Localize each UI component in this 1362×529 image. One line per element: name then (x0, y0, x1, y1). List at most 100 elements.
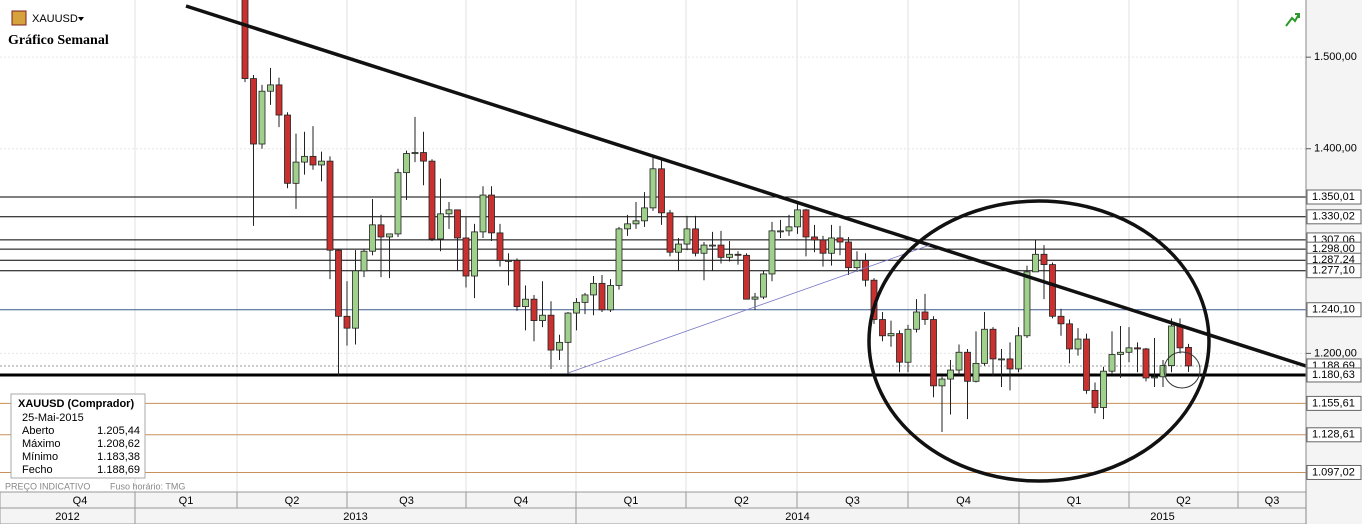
info-label: Fecho (22, 464, 53, 476)
candle-body (624, 223, 631, 230)
candle-body (386, 233, 393, 238)
candle-body (1032, 253, 1039, 273)
timezone: Fuso horário: TMG (110, 481, 185, 491)
symbol[interactable]: XAUUSD (32, 13, 78, 25)
candle-body (522, 298, 529, 308)
level-label: 1.298,00 (1312, 243, 1355, 255)
candle-body (811, 236, 818, 241)
candle-body (564, 312, 572, 343)
candle-body (284, 114, 291, 184)
level-label-box (1306, 209, 1362, 225)
candle-body (930, 319, 937, 387)
candle-body (513, 260, 521, 308)
candle-body (1015, 335, 1022, 370)
quarter-label: Q3 (845, 495, 860, 507)
candle-body (921, 311, 929, 320)
candle-body (998, 358, 1005, 361)
info-box-frame (10, 393, 146, 479)
candle-body (1117, 351, 1124, 355)
plot-area (0, 0, 1307, 492)
candle-body (598, 282, 606, 311)
info-title: XAUUSD (Comprador) (18, 398, 134, 410)
quarter-label: Q2 (285, 495, 300, 507)
candle-body (556, 341, 563, 351)
candle-body (335, 249, 342, 317)
candle-body (411, 152, 419, 154)
candle-body (743, 254, 750, 300)
info-value: 1.183,38 (97, 451, 140, 463)
candle-body (760, 273, 767, 298)
quarter-label: Q4 (73, 495, 88, 507)
candle-body (972, 362, 980, 382)
level-label: 1.287,24 (1312, 254, 1355, 266)
candle-body (785, 226, 793, 232)
candle-body (692, 228, 699, 254)
candle-body (853, 260, 861, 269)
candle-body (1108, 354, 1116, 372)
candle-body (904, 328, 912, 363)
support-line (567, 244, 931, 374)
candle-body (1066, 323, 1073, 350)
quarter-label: Q3 (1265, 495, 1280, 507)
quarter-label: Q1 (179, 495, 194, 507)
quarter-label: Q2 (734, 495, 749, 507)
candle-body (913, 311, 920, 330)
year-label: 2014 (785, 511, 809, 523)
candle-body (845, 241, 852, 269)
trend-line (185, 4, 1307, 368)
candle-body (530, 298, 538, 321)
candle-body (658, 168, 665, 214)
quarter-label: Q2 (1176, 495, 1191, 507)
candle-body (751, 296, 759, 300)
info-date: 25-Mai-2015 (22, 412, 84, 424)
year-label: 2013 (343, 511, 367, 523)
level-label: 1.240,10 (1312, 304, 1355, 316)
candle-body (955, 351, 963, 371)
candle-body (641, 207, 648, 222)
candle-body (607, 285, 614, 311)
level-label: 1.097,02 (1312, 466, 1355, 478)
candle-body (275, 84, 283, 116)
candle-body (615, 228, 623, 286)
candle-body (709, 244, 716, 247)
candle-body (1100, 370, 1107, 408)
candle-body (666, 212, 674, 253)
candle-body (301, 155, 308, 163)
symbol-icon[interactable] (11, 10, 27, 26)
level-label: 1.277,10 (1312, 265, 1355, 277)
candle-body (964, 351, 971, 382)
quarter-label: Q1 (624, 495, 639, 507)
trend-icon[interactable] (1285, 13, 1300, 27)
candle-body (471, 231, 478, 277)
level-label: 1.350,01 (1312, 191, 1355, 203)
year-label: 2015 (1150, 511, 1174, 523)
candle-body (819, 239, 827, 254)
candle-body (547, 314, 555, 351)
candle-body (352, 270, 359, 329)
candle-body (267, 84, 274, 92)
candle-body (360, 250, 368, 272)
candle-body (1083, 338, 1090, 391)
candle-body (879, 319, 886, 337)
y-tick-label: 1.200,00 (1314, 347, 1357, 359)
candle-body (343, 315, 351, 329)
chart-subtitle: Gráfico Semanal (8, 33, 109, 48)
quarter-label: Q1 (1067, 495, 1082, 507)
highlight-circle (1163, 351, 1201, 389)
footer-note: PREÇO INDICATIVO (5, 481, 90, 491)
quarter-label: Q4 (514, 495, 529, 507)
quarter-label: Q3 (399, 495, 414, 507)
candle-body (326, 160, 334, 251)
dropdown-arrow[interactable] (78, 17, 84, 21)
candle-body (1176, 325, 1184, 349)
candle-body (947, 369, 954, 380)
candle-body (1091, 389, 1099, 408)
candle-body (488, 194, 495, 234)
candle-body (1185, 346, 1192, 367)
candle-body (454, 209, 461, 239)
candle-body (777, 230, 784, 233)
candle-body (403, 153, 410, 174)
candle-body (1142, 348, 1150, 379)
y-tick-label: 1.500,00 (1314, 51, 1357, 63)
